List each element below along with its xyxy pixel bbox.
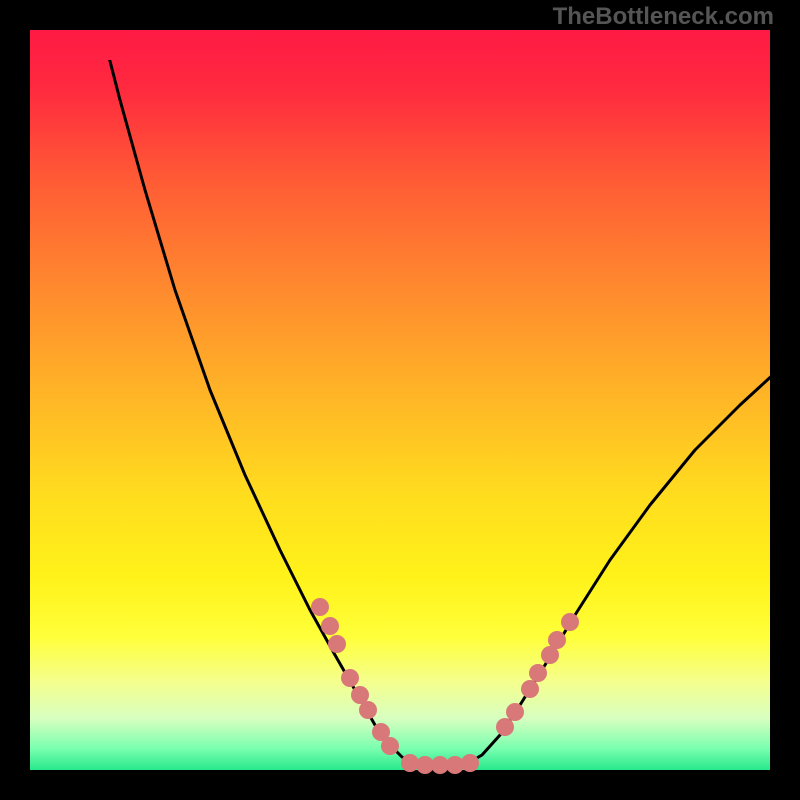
data-marker xyxy=(548,631,566,649)
bottleneck-curve xyxy=(102,30,800,765)
data-marker xyxy=(381,737,399,755)
data-marker xyxy=(328,635,346,653)
data-marker xyxy=(521,680,539,698)
data-marker xyxy=(461,754,479,772)
data-marker xyxy=(311,598,329,616)
data-marker xyxy=(506,703,524,721)
data-marker xyxy=(341,669,359,687)
plot-area xyxy=(30,30,770,770)
data-marker xyxy=(496,718,514,736)
chart-canvas: TheBottleneck.com xyxy=(0,0,800,800)
data-marker xyxy=(359,701,377,719)
data-marker xyxy=(561,613,579,631)
data-marker xyxy=(529,664,547,682)
watermark-text: TheBottleneck.com xyxy=(553,3,774,31)
data-marker xyxy=(321,617,339,635)
curve-layer xyxy=(30,30,800,800)
